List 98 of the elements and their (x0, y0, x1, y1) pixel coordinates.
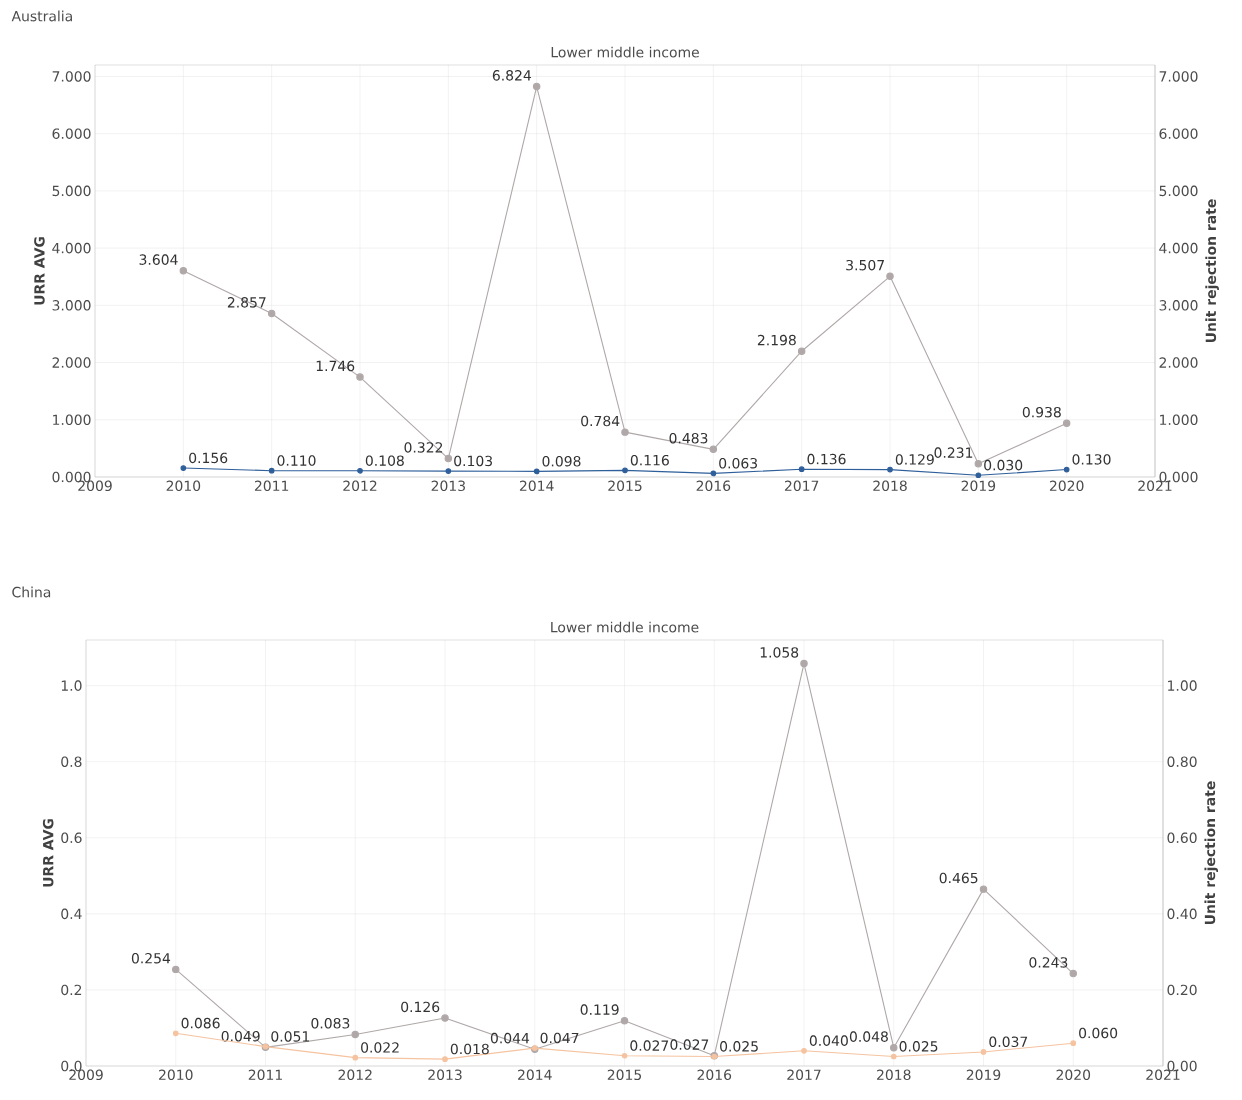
x-tick-label: 2013 (428, 1069, 462, 1081)
data-label: 0.156 (189, 452, 228, 464)
data-label: 0.243 (1029, 957, 1068, 968)
data-label: 0.119 (580, 1004, 619, 1015)
y-tick-label: 7.000 (52, 71, 91, 82)
chart-title: China (12, 586, 51, 598)
x-tick-label: 2015 (607, 1069, 642, 1081)
data-label: 0.044 (490, 1032, 530, 1044)
y2-tick-label: 0.20 (1167, 984, 1197, 996)
y-tick-label: 2.000 (52, 357, 91, 368)
data-label: 0.037 (989, 1036, 1028, 1048)
data-label: 1.746 (316, 360, 355, 372)
data-label: 0.465 (939, 872, 978, 884)
y-tick-label: 0.8 (61, 756, 82, 767)
data-label: 2.857 (227, 297, 266, 308)
y2-tick-label: 0.40 (1167, 908, 1197, 920)
y2-tick-label: 4.000 (1159, 242, 1198, 254)
y2-tick-label: 0.60 (1167, 832, 1197, 844)
y2-tick-label: 1.000 (1160, 414, 1198, 426)
x-tick-label: 2010 (159, 1069, 193, 1081)
data-label: 0.083 (311, 1018, 350, 1029)
y-tick-label: 6.000 (52, 128, 91, 139)
x-tick-label: 2011 (254, 480, 289, 492)
x-tick-label: 2020 (1056, 1069, 1091, 1081)
data-label: 3.604 (139, 254, 178, 265)
data-label: 1.058 (760, 647, 799, 658)
y-tick-label: 5.000 (52, 185, 91, 197)
data-label: 0.040 (809, 1035, 848, 1046)
data-label: 3.507 (846, 259, 884, 271)
y-tick-label: 0.6 (61, 832, 82, 844)
data-label: 0.116 (630, 454, 669, 466)
data-label: 0.027 (670, 1039, 709, 1050)
y-tick-label: 0.4 (61, 908, 82, 920)
x-tick-label: 2011 (248, 1069, 282, 1081)
data-label: 0.254 (131, 952, 171, 964)
data-label: 0.027 (630, 1040, 669, 1051)
y2-tick-label: 5.000 (1159, 185, 1198, 197)
y2-tick-label: 2.000 (1159, 357, 1198, 368)
data-label: 0.938 (1022, 406, 1061, 418)
data-label: 0.483 (669, 432, 708, 444)
data-label: 0.018 (450, 1043, 489, 1055)
y2-axis-title: Unit rejection rate (1204, 781, 1219, 925)
y-tick-label: 1.000 (53, 414, 91, 426)
x-tick-label: 2014 (518, 1069, 552, 1081)
data-label: 0.047 (540, 1032, 579, 1044)
x-tick-label: 2018 (877, 1069, 911, 1081)
x-tick-label: 2016 (697, 1069, 732, 1081)
y2-tick-label: 6.000 (1159, 128, 1198, 139)
data-label: 0.048 (849, 1031, 888, 1042)
x-tick-label: 2015 (608, 480, 642, 492)
x-tick-label: 2019 (961, 480, 996, 492)
y2-tick-label: 3.000 (1159, 300, 1198, 311)
data-label: 0.063 (719, 457, 758, 469)
x-tick-label: 2012 (338, 1069, 372, 1081)
data-label: 0.130 (1072, 454, 1111, 465)
data-label: 0.022 (361, 1042, 399, 1053)
data-label: 0.030 (984, 459, 1023, 471)
data-label: 0.322 (404, 442, 443, 453)
data-label: 0.086 (181, 1017, 220, 1029)
data-label: 0.108 (365, 455, 404, 466)
y2-tick-label: 7.000 (1159, 71, 1198, 82)
data-label: 0.051 (271, 1031, 310, 1042)
data-label: 0.060 (1079, 1027, 1118, 1039)
x-tick-label: 2013 (431, 480, 465, 492)
y2-axis-title: Unit rejection rate (1205, 199, 1219, 343)
data-label: 0.784 (581, 415, 620, 427)
x-tick-label: 2014 (519, 480, 554, 492)
y-tick-label: 4.000 (52, 242, 91, 254)
y-tick-label: 1.0 (61, 680, 82, 691)
x-tick-label: 2016 (696, 480, 731, 492)
y2-tick-label: 0.80 (1167, 756, 1197, 767)
data-label: 0.110 (277, 455, 316, 466)
data-label: 0.025 (720, 1041, 758, 1052)
data-label: 6.824 (492, 70, 532, 81)
chart-subtitle: Lower middle income (551, 46, 699, 58)
data-label: 0.136 (807, 453, 846, 465)
x-tick-label: 2010 (166, 480, 201, 492)
chart-title: Australia (11, 10, 72, 22)
x-tick-label: 2017 (787, 1069, 821, 1081)
data-label: 0.103 (454, 455, 493, 467)
y-axis-title: URR AVG (42, 819, 54, 887)
x-tick-label: 2020 (1049, 480, 1084, 492)
data-label: 0.049 (221, 1030, 260, 1042)
x-tick-label: 2012 (343, 480, 377, 492)
y-tick-label: 0.2 (61, 984, 82, 996)
data-label: 0.231 (934, 447, 973, 458)
chart-subtitle: Lower middle income (551, 621, 699, 633)
x-tick-label: 2019 (966, 1069, 1001, 1081)
x-tick-label: 2018 (873, 480, 907, 492)
data-label: 0.025 (899, 1041, 938, 1052)
data-label: 0.126 (401, 1001, 440, 1013)
y2-tick-label: 1.00 (1168, 680, 1197, 691)
data-label: 2.198 (757, 334, 796, 346)
y-tick-label: 3.000 (52, 300, 91, 311)
x-tick-label: 2017 (784, 480, 819, 492)
y-axis-title: URR AVG (34, 237, 45, 305)
data-label: 0.098 (542, 455, 581, 467)
data-label: 0.129 (895, 454, 934, 465)
